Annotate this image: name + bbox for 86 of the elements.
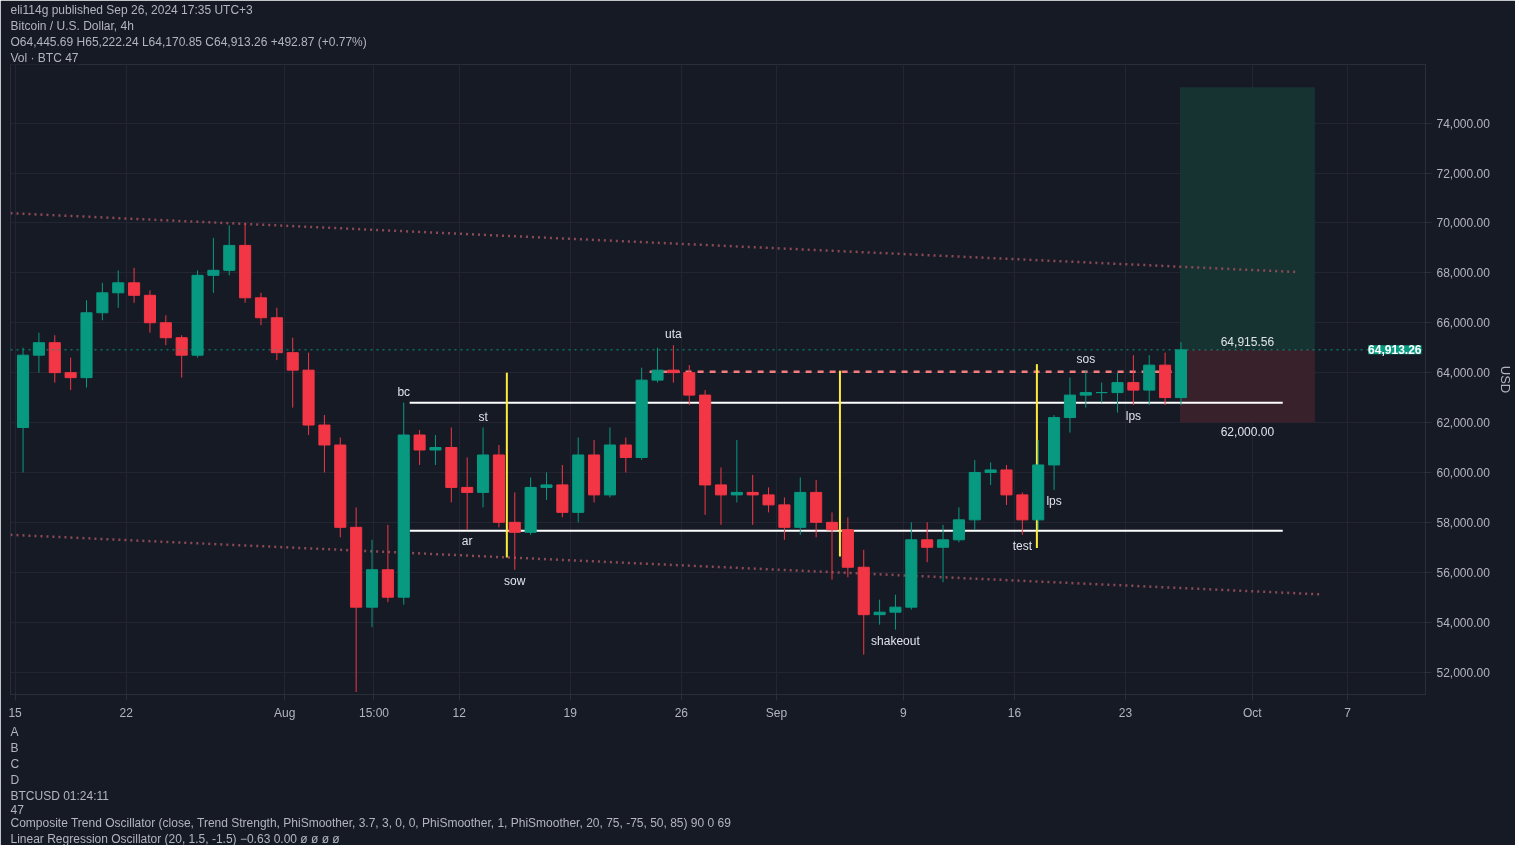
annotation: st — [478, 409, 489, 424]
annotation: 64,915.56 — [1220, 334, 1275, 349]
x-tick-label: 23 — [1118, 705, 1133, 720]
candlestick — [825, 511, 839, 581]
candlestick — [921, 521, 934, 563]
x-tick-label: Sep — [765, 705, 788, 720]
candlestick — [175, 334, 188, 379]
annotation: ar — [461, 533, 473, 548]
x-tick-label: Oct — [1243, 705, 1263, 720]
y-tick-label: 70,000.00 — [1436, 216, 1491, 231]
candlestick — [318, 414, 331, 473]
candlestick — [952, 506, 965, 543]
candlestick — [714, 466, 728, 526]
x-tick-label: 15:00 — [358, 705, 390, 720]
candlestick — [730, 439, 743, 503]
candlestick — [112, 269, 125, 309]
candlestick — [667, 344, 680, 384]
ref-line-label: 64,913.26 — [1368, 343, 1422, 358]
y-tick-label: 62,000.00 — [1436, 416, 1491, 431]
candlestick — [413, 429, 426, 466]
text: B — [10, 740, 19, 755]
chart-subtitle: O64,445.69 H65,222.24 L64,170.85 C64,913.26 +492.87 (+0.77%) — [10, 34, 367, 49]
y-tick-label: 60,000.00 — [1436, 465, 1491, 480]
x-tick-label: Aug — [274, 705, 296, 720]
annotation: sow — [504, 573, 526, 588]
candlestick — [1079, 369, 1092, 409]
y-tick-label: 52,000.00 — [1436, 665, 1491, 680]
text: C — [10, 756, 20, 771]
text: eli114g published Sep 26, 2024 17:35 UTC+3 — [10, 2, 254, 17]
annotation: lps — [1046, 493, 1062, 508]
chart-title: Bitcoin / U.S. Dollar, 4h — [10, 18, 134, 33]
annotation: 62,000.00 — [1220, 424, 1275, 439]
x-tick-label: 26 — [674, 705, 689, 720]
y-tick-label: 54,000.00 — [1436, 615, 1491, 630]
x-tick-label: 12 — [452, 705, 467, 720]
candlestick — [746, 474, 759, 526]
annotation: bc — [397, 384, 411, 399]
x-tick-label: 15 — [8, 705, 23, 720]
y-tick-label: 72,000.00 — [1436, 166, 1491, 181]
candlestick — [762, 486, 775, 513]
candlestick — [683, 364, 696, 406]
annotation: uta — [665, 327, 683, 342]
y-tick-label: 74,000.00 — [1436, 116, 1491, 131]
candlestick — [159, 314, 172, 346]
candlestick — [1127, 354, 1140, 406]
candlestick — [1095, 382, 1108, 404]
y-tick-label: 68,000.00 — [1436, 266, 1491, 281]
text: BTCUSD 01:24:11 — [10, 788, 110, 803]
candlestick — [778, 496, 791, 541]
text: A — [10, 724, 19, 739]
x-tick-label: 19 — [563, 705, 578, 720]
candlestick — [889, 594, 902, 631]
annotation: Vol · BTC 47 — [10, 50, 79, 65]
candlestick — [429, 434, 442, 466]
candlestick — [96, 282, 109, 321]
candlestick — [286, 337, 299, 409]
y-tick-label: 56,000.00 — [1436, 565, 1491, 580]
text: Composite Trend Oscillator (close, Trend Strength, PhiSmoother, 3.7, 3, 0, 0, PhiSmoother, 1, PhiSmoother, 20, 75, -75, 50, 85) 90 0 69 — [10, 815, 732, 830]
candlestick — [508, 491, 521, 571]
x-tick-label: 7 — [1344, 705, 1352, 720]
x-tick-label: 16 — [1007, 705, 1022, 720]
x-tick-label: 9 — [900, 705, 908, 720]
candlestick — [1063, 377, 1076, 434]
text: D — [10, 772, 20, 787]
candlestick — [64, 357, 77, 391]
candlestick — [619, 437, 632, 473]
candlestick — [128, 267, 141, 304]
candlestick — [207, 237, 220, 294]
candlestick — [873, 599, 886, 626]
y-tick-label: 64,000.00 — [1436, 366, 1491, 381]
candlestick — [1111, 372, 1124, 414]
annotation: shakeout — [871, 633, 921, 648]
annotation: sos — [1076, 352, 1096, 367]
y-axis-title: USD — [1497, 365, 1513, 394]
candlestick — [254, 292, 268, 326]
candlestick — [936, 524, 950, 583]
candlestick — [461, 456, 474, 531]
candlestick — [540, 471, 553, 501]
candlestick — [984, 461, 997, 486]
x-tick-label: 22 — [119, 705, 134, 720]
annotation: lps — [1125, 409, 1142, 424]
text: Linear Regression Oscillator (20, 1.5, -1.5) −0.63 0.00 ø ø ø ø — [10, 831, 341, 846]
annotation: test — [1012, 538, 1033, 553]
y-tick-label: 66,000.00 — [1436, 316, 1491, 331]
y-tick-label: 58,000.00 — [1436, 515, 1491, 530]
text: 47 — [10, 802, 25, 817]
